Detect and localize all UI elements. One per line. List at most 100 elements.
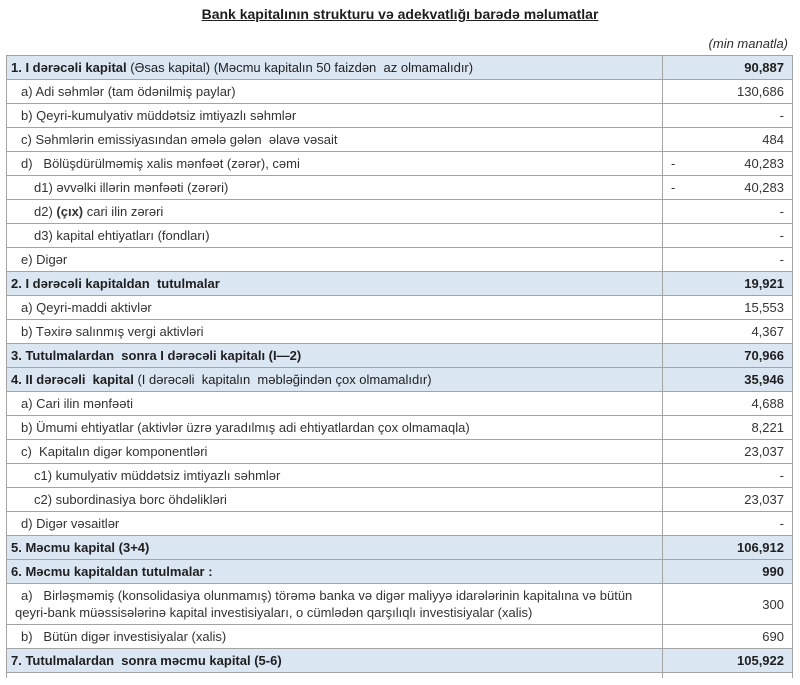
row-label: b) Qeyri-kumulyativ müddətsiz imtiyazlı … — [6, 103, 663, 128]
row-label: a) Birləşməmiş (konsolidasiya olunmamış)… — [6, 583, 663, 625]
row-value-cell: - — [662, 247, 793, 272]
table-row: b) Ümumi ehtiyatlar (aktivlər üzrə yarad… — [6, 415, 793, 440]
table-row: d1) əvvəlki illərin mənfəəti (zərəri) - 4… — [6, 175, 793, 200]
row-value-cell: - — [662, 199, 793, 224]
table-row: a) Qeyri-maddi aktivlər 15,553 — [6, 295, 793, 320]
table-row: d2) (çıx) cari ilin zərəri - — [6, 199, 793, 224]
row-value-cell: 690 — [662, 624, 793, 649]
table-row: 2. I dərəcəli kapitaldan tutulmalar 19,9… — [6, 271, 793, 296]
row-value-cell: - 40,283 — [662, 175, 793, 200]
row-value: 4,367 — [751, 324, 784, 339]
unit-note: (min manatla) — [708, 36, 788, 51]
row-label: a) Qeyri-maddi aktivlər — [6, 295, 663, 320]
row-label-text: a) Adi səhmlər (tam ödənilmiş paylar) — [21, 84, 236, 99]
negative-sign: - — [671, 180, 676, 195]
row-label — [6, 672, 663, 678]
row-value: 19,921 — [744, 276, 784, 291]
row-label: 1. I dərəcəli kapital (Əsas kapital) (Mə… — [6, 55, 663, 80]
row-label-text: (Əsas kapital) (Məcmu kapitalın 50 faizd… — [126, 60, 474, 75]
row-label-bold-text: 1. I dərəcəli kapital — [11, 60, 127, 75]
row-label-text: a) Cari ilin mənfəəti — [21, 396, 133, 411]
row-label: d1) əvvəlki illərin mənfəəti (zərəri) — [6, 175, 663, 200]
table-row: c) Kapitalın digər komponentləri 23,037 — [6, 439, 793, 464]
row-value-cell: 8,221 — [662, 415, 793, 440]
row-value-cell — [662, 672, 793, 678]
table-row: a) Birləşməmiş (konsolidasiya olunmamış)… — [6, 583, 793, 625]
row-label-text: b) Qeyri-kumulyativ müddətsiz imtiyazlı … — [21, 108, 297, 123]
row-label-bold-text: (çıx) — [56, 204, 84, 219]
table-row: d3) kapital ehtiyatları (fondları) - — [6, 223, 793, 248]
row-value: 106,912 — [737, 540, 784, 555]
row-value: 105,922 — [737, 653, 784, 668]
row-value: 15,553 — [744, 300, 784, 315]
row-label-bold-text: 2. I dərəcəli kapitaldan tutulmalar — [11, 276, 220, 291]
row-label-text: d) Bölüşdürülməmiş xalis mənfəət (zərər)… — [21, 156, 300, 171]
row-label-bold-text: 6. Məcmu kapitaldan tutulmalar : — [11, 564, 213, 579]
row-value: 990 — [762, 564, 784, 579]
table-row: a) Cari ilin mənfəəti 4,688 — [6, 391, 793, 416]
row-label-text: e) Digər — [21, 252, 68, 267]
table-row: b) Təxirə salınmış vergi aktivləri 4,367 — [6, 319, 793, 344]
row-value: 35,946 — [744, 372, 784, 387]
table-row: 1. I dərəcəli kapital (Əsas kapital) (Mə… — [6, 55, 793, 80]
row-value: 40,283 — [744, 180, 784, 195]
row-value: 70,966 — [744, 348, 784, 363]
row-value-cell: 130,686 — [662, 79, 793, 104]
row-value: 4,688 — [751, 396, 784, 411]
row-label: c) Səhmlərin emissiyasından əmələ gələn … — [6, 127, 663, 152]
row-label: b) Təxirə salınmış vergi aktivləri — [6, 319, 663, 344]
row-value: 90,887 — [744, 60, 784, 75]
row-value: 40,283 — [744, 156, 784, 171]
row-label-text: b) Ümumi ehtiyatlar (aktivlər üzrə yarad… — [21, 420, 470, 435]
table-row: e) Digər - — [6, 247, 793, 272]
row-label: 2. I dərəcəli kapitaldan tutulmalar — [6, 271, 663, 296]
row-label-text: c) Kapitalın digər komponentləri — [21, 444, 208, 459]
table-row-partial — [6, 672, 793, 678]
row-label-text: b) Təxirə salınmış vergi aktivləri — [21, 324, 204, 339]
table-row: 6. Məcmu kapitaldan tutulmalar : 990 — [6, 559, 793, 584]
row-value-cell: 35,946 — [662, 367, 793, 392]
table-row: 7. Tutulmalardan sonra məcmu kapital (5-… — [6, 648, 793, 673]
table-row: d) Digər vəsaitlər - — [6, 511, 793, 536]
row-value: - — [779, 252, 784, 267]
row-label: a) Adi səhmlər (tam ödənilmiş paylar) — [6, 79, 663, 104]
row-value-cell: 23,037 — [662, 487, 793, 512]
row-value: 130,686 — [737, 84, 784, 99]
row-label: d3) kapital ehtiyatları (fondları) — [6, 223, 663, 248]
row-label-text: d) Digər vəsaitlər — [21, 516, 120, 531]
table-row: 4. II dərəcəli kapital (I dərəcəli kapit… — [6, 367, 793, 392]
row-value-cell: 15,553 — [662, 295, 793, 320]
row-value: - — [779, 228, 784, 243]
row-label: d) Bölüşdürülməmiş xalis mənfəət (zərər)… — [6, 151, 663, 176]
row-value: 300 — [762, 596, 784, 612]
row-label-bold-text: 5. Məcmu kapital (3+4) — [11, 540, 150, 555]
row-label-text: cari ilin zərəri — [83, 204, 164, 219]
row-label-bold-text: 4. II dərəcəli kapital — [11, 372, 134, 387]
row-label-text: a) Birləşməmiş (konsolidasiya olunmamış)… — [15, 588, 636, 620]
row-value-cell: 300 — [662, 583, 793, 625]
table-row: 3. Tutulmalardan sonra I dərəcəli kapita… — [6, 343, 793, 368]
row-value: 8,221 — [751, 420, 784, 435]
row-label-text: c) Səhmlərin emissiyasından əmələ gələn … — [21, 132, 338, 147]
capital-table: 1. I dərəcəli kapital (Əsas kapital) (Mə… — [6, 55, 793, 678]
row-label: c2) subordinasiya borc öhdəlikləri — [6, 487, 663, 512]
row-value-cell: - — [662, 223, 793, 248]
row-value-cell: 4,367 — [662, 319, 793, 344]
row-label-text: d1) əvvəlki illərin mənfəəti (zərəri) — [34, 180, 229, 195]
row-label: b) Ümumi ehtiyatlar (aktivlər üzrə yarad… — [6, 415, 663, 440]
row-value-cell: 70,966 — [662, 343, 793, 368]
row-label: d2) (çıx) cari ilin zərəri — [6, 199, 663, 224]
row-label: e) Digər — [6, 247, 663, 272]
row-value-cell: - — [662, 463, 793, 488]
row-label-text: d3) kapital ehtiyatları (fondları) — [34, 228, 210, 243]
row-label: a) Cari ilin mənfəəti — [6, 391, 663, 416]
table-row: a) Adi səhmlər (tam ödənilmiş paylar) 13… — [6, 79, 793, 104]
negative-sign: - — [671, 156, 676, 171]
row-value-cell: 23,037 — [662, 439, 793, 464]
row-label: c1) kumulyativ müddətsiz imtiyazlı səhml… — [6, 463, 663, 488]
row-label: c) Kapitalın digər komponentləri — [6, 439, 663, 464]
row-value-cell: 484 — [662, 127, 793, 152]
row-value-cell: 90,887 — [662, 55, 793, 80]
table-row: c2) subordinasiya borc öhdəlikləri 23,03… — [6, 487, 793, 512]
row-label: d) Digər vəsaitlər — [6, 511, 663, 536]
